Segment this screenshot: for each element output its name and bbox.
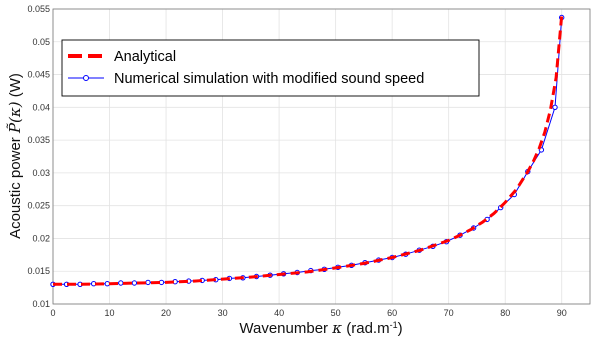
x-tick-label: 20: [161, 308, 171, 318]
series-numerical-point: [145, 279, 151, 286]
y-axis-title: Acoustic power P̃(κ) (W): [6, 73, 24, 239]
legend-marker-numerical: [83, 75, 89, 81]
y-tick-label: 0.055: [27, 4, 50, 14]
x-axis-title-unit-end: ): [398, 320, 403, 337]
x-ticks: 0 10 20 30 40 50 60 70 80 90: [50, 308, 566, 318]
x-tick-label: 80: [500, 308, 510, 318]
series-numerical-point: [118, 280, 124, 286]
x-axis-title-symbol: κ: [331, 319, 342, 337]
y-axis-title-prefix: Acoustic power: [7, 137, 24, 239]
x-tick-label: 0: [50, 308, 55, 318]
series-numerical-point: [104, 281, 111, 287]
y-ticks: 0.01 0.015 0.02 0.025 0.03 0.035 0.04 0.045 0.05…: [27, 4, 50, 309]
y-axis-title-symbol: P̃(κ): [6, 101, 24, 134]
x-tick-label: 90: [557, 308, 567, 318]
y-tick-label: 0.025: [27, 201, 50, 211]
legend-box: [61, 39, 480, 97]
legend: Analytical Numerical simulation with mod…: [61, 39, 480, 97]
x-tick-label: 10: [105, 308, 115, 318]
x-tick-label: 30: [218, 308, 228, 318]
x-tick-label: 70: [444, 308, 454, 318]
y-axis-title-unit: (W): [7, 73, 24, 97]
y-tick-label: 0.035: [27, 135, 50, 145]
x-axis-title-unit-sup: -1: [390, 320, 398, 330]
y-tick-label: 0.03: [32, 168, 50, 178]
x-tick-label: 50: [331, 308, 341, 318]
y-tick-label: 0.01: [32, 299, 50, 309]
y-tick-label: 0.015: [27, 266, 50, 276]
series-numerical-point: [552, 104, 558, 111]
legend-label-analytical: Analytical: [114, 49, 176, 65]
series-analytical-line: [53, 15, 564, 286]
x-axis-title-unit: (rad.m: [346, 320, 389, 337]
x-axis-title: Wavenumber κ (rad.m-1): [239, 319, 402, 337]
legend-label-numerical: Numerical simulation with modified sound…: [114, 71, 424, 87]
plot-area-frame: [52, 8, 591, 305]
y-tick-label: 0.045: [27, 70, 50, 80]
x-tick-label: 40: [274, 308, 284, 318]
y-tick-label: 0.04: [32, 102, 50, 112]
y-tick-label: 0.05: [32, 37, 50, 47]
series-layer: [50, 14, 565, 287]
x-tick-label: 60: [387, 308, 397, 318]
x-axis-title-prefix: Wavenumber: [239, 320, 328, 337]
series-numerical-point: [131, 280, 138, 286]
y-tick-label: 0.02: [32, 233, 50, 243]
